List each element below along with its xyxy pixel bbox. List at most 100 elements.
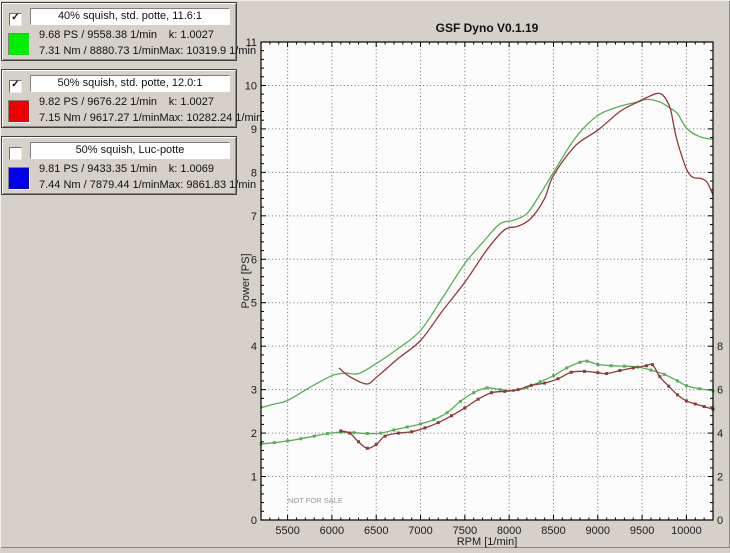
legend-box-40-squish: ✓ 40% squish, std. potte, 11.6:1 9.68 PS… [1, 2, 256, 61]
curve-torque-50-squish [340, 363, 714, 449]
marker-torque-50-squish [503, 389, 507, 393]
marker-torque-40-squish [609, 364, 613, 368]
curve-power-50-squish [338, 92, 714, 385]
legend-nm-value: 7.31 Nm / 8880.73 1/min [39, 45, 160, 57]
marker-torque-50-squish [702, 405, 706, 409]
x-axis-label: RPM [1/min] [456, 536, 518, 548]
y-axis-tick-label: 9 [251, 124, 257, 136]
marker-torque-40-squish [392, 428, 396, 432]
y-axis-tick-label: 4 [251, 341, 257, 353]
legend-box-50-squish-std: ✓ 50% squish, std. potte, 12.0:1 9.82 PS… [1, 69, 262, 128]
marker-torque-50-squish [596, 371, 600, 375]
legend-title-40-squish: 40% squish, std. potte, 11.6:1 [30, 8, 230, 25]
chart-title: GSF Dyno V0.1.19 [435, 21, 539, 35]
marker-torque-40-squish [472, 391, 476, 395]
legend-ps-value: 9.68 PS / 9558.38 1/min [39, 29, 158, 41]
y-axis-tick-label: 2 [251, 428, 257, 440]
marker-torque-50-squish [667, 384, 671, 388]
marker-torque-50-squish [356, 440, 360, 444]
marker-torque-50-squish [605, 372, 609, 376]
x-axis-tick-label: 7500 [453, 525, 477, 537]
marker-torque-40-squish [352, 431, 356, 435]
x-axis-tick-label: 6500 [364, 525, 388, 537]
legend-ps-value: 9.81 PS / 9433.35 1/min [39, 163, 158, 175]
marker-torque-40-squish [649, 368, 653, 372]
marker-torque-50-squish [684, 399, 688, 403]
legend-max-rpm-value: Max: 10319.9 1/min [159, 45, 257, 57]
legend-ps-value: 9.82 PS / 9676.22 1/min [39, 96, 158, 108]
marker-torque-40-squish [432, 418, 436, 422]
curve-power-40-squish [260, 98, 714, 409]
legend-k-value: k: 1.0027 [168, 96, 214, 108]
checkmark-icon: ✓ [11, 12, 20, 23]
marker-torque-40-squish [684, 384, 688, 388]
marker-torque-40-squish [698, 387, 702, 391]
x-axis-tick-label: 9500 [630, 525, 654, 537]
marker-torque-40-squish [286, 439, 290, 443]
marker-torque-40-squish [419, 422, 423, 426]
watermark: NOT FOR SALE [288, 496, 343, 505]
y-axis-tick-label: 0 [251, 515, 257, 527]
marker-torque-40-squish [325, 432, 329, 436]
marker-torque-50-squish [374, 442, 378, 446]
marker-torque-50-squish [618, 369, 622, 373]
y-axis-tick-label: 7 [251, 211, 257, 223]
y-axis-tick-label: 5 [251, 298, 257, 310]
x-axis-tick-label: 10000 [671, 525, 702, 537]
marker-torque-50-squish [650, 363, 654, 367]
marker-torque-40-squish [525, 385, 529, 389]
marker-torque-50-squish [436, 421, 440, 425]
marker-torque-50-squish [463, 406, 467, 410]
marker-torque-50-squish [339, 429, 343, 433]
legend-panel: ✓ 40% squish, std. potte, 11.6:1 9.68 PS… [1, 2, 262, 203]
x-axis-tick-label: 8000 [497, 525, 521, 537]
y-axis-label: Power [PS] [240, 253, 252, 309]
x-axis-tick-label: 6000 [320, 525, 344, 537]
marker-torque-40-squish [379, 431, 383, 435]
legend-max-rpm-value: Max: 10282.24 1/min [159, 112, 263, 124]
marker-torque-40-squish [365, 432, 369, 436]
legend-nm-value: 7.44 Nm / 7879.44 1/min [39, 179, 160, 191]
dyno-chart: GSF Dyno V0.1.19 Power [PS] NOT FOR SALE… [240, 0, 730, 548]
legend-swatch-green [8, 33, 30, 56]
marker-torque-40-squish [299, 437, 303, 441]
marker-torque-50-squish [543, 381, 547, 385]
marker-torque-50-squish [676, 393, 680, 397]
y-axis-tick-label: 8 [251, 167, 257, 179]
marker-torque-40-squish [662, 372, 666, 376]
y-axis-tick-label: 1 [251, 472, 257, 484]
legend-nm-value: 7.15 Nm / 9617.27 1/min [39, 112, 160, 124]
marker-torque-40-squish [596, 362, 600, 366]
plot-svg: NOT FOR SALE 0 1 2 3 4 5 6 7 8 9 10 11 0 2 4 6 8 5500 6000 6… [245, 37, 723, 537]
legend-checkbox-50-squish-std[interactable]: ✓ [9, 80, 22, 93]
marker-torque-40-squish [485, 386, 489, 390]
marker-torque-50-squish [423, 426, 427, 430]
marker-torque-50-squish [365, 446, 369, 450]
legend-title-50-squish-luc: 50% squish, Luc-potte [30, 142, 230, 159]
legend-checkbox-50-squish-luc[interactable] [9, 147, 22, 160]
marker-torque-50-squish [410, 430, 414, 434]
marker-torque-50-squish [569, 370, 573, 374]
plot-border [260, 41, 714, 521]
marker-torque-50-squish [658, 375, 662, 379]
y2-axis-tick-label: 8 [717, 341, 723, 353]
legend-box-50-squish-luc: 50% squish, Luc-potte 9.81 PS / 9433.35 … [1, 136, 256, 195]
legend-checkbox-40-squish[interactable]: ✓ [9, 13, 22, 26]
legend-swatch-blue [8, 167, 30, 190]
marker-torque-50-squish [476, 397, 480, 401]
marker-torque-40-squish [578, 360, 582, 364]
y-axis-tick-label: 6 [251, 254, 257, 266]
marker-torque-40-squish [622, 364, 626, 368]
marker-torque-40-squish [676, 379, 680, 383]
y-axis-tick-label: 3 [251, 385, 257, 397]
marker-torque-50-squish [396, 431, 400, 435]
marker-torque-50-squish [529, 383, 533, 387]
marker-torque-40-squish [551, 374, 555, 378]
marker-torque-50-squish [489, 391, 493, 395]
legend-k-value: k: 1.0069 [168, 163, 214, 175]
marker-torque-50-squish [582, 369, 586, 373]
marker-torque-50-squish [450, 414, 454, 418]
x-axis-tick-label: 7000 [408, 525, 432, 537]
marker-torque-40-squish [272, 441, 276, 445]
y2-axis-tick-label: 2 [717, 472, 723, 484]
